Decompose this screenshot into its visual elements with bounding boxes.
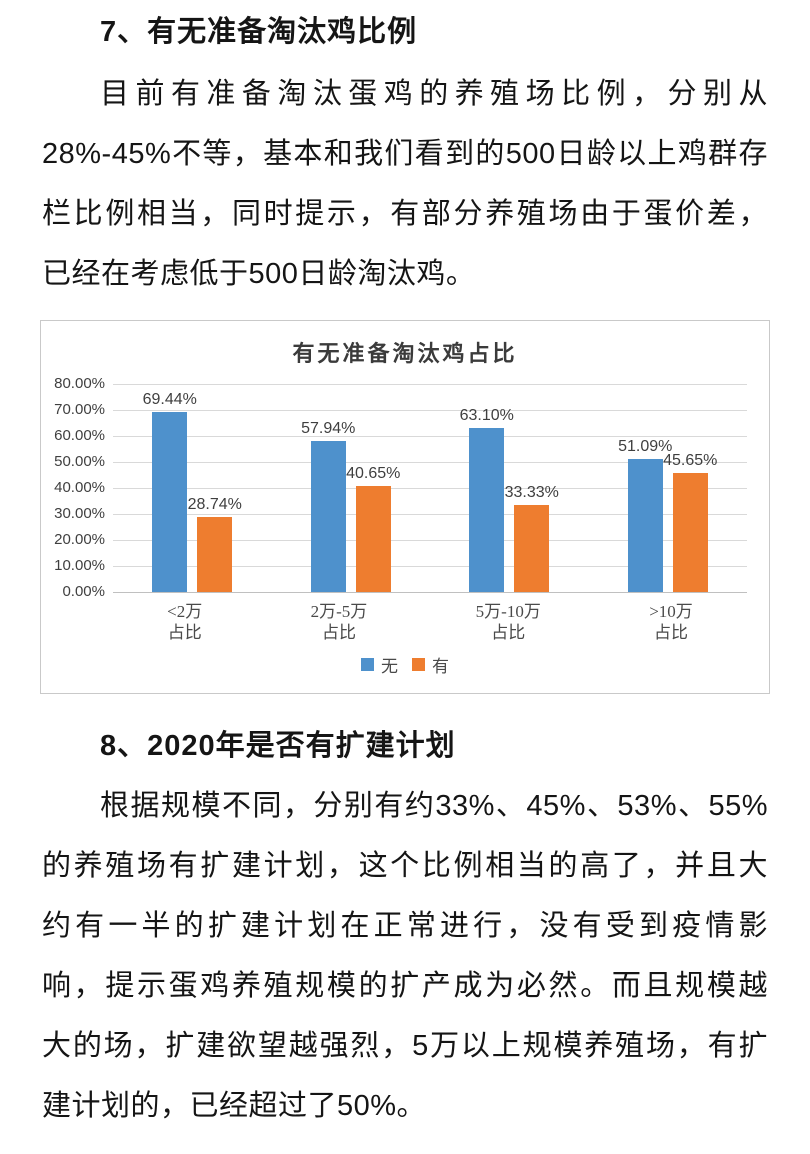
chart-gridline [113, 540, 747, 541]
bar-group: 69.44% 28.74% [143, 391, 242, 592]
chart-legend: 无有 [41, 652, 769, 677]
x-axis-category-label: 5万-10万 占比 [475, 602, 541, 642]
bar-group: 57.94% 40.65% [301, 420, 400, 592]
section8-heading: 8、2020年是否有扩建计划 [100, 730, 456, 762]
bar-无: 57.94% [301, 420, 355, 592]
chart-x-axis-labels: <2万 占比 2万-5万 占比 5万-10万 占比 >10万 占比 [113, 601, 747, 643]
y-axis-tick-label: 80.00% [54, 375, 105, 392]
bar-value-label: 33.33% [504, 484, 559, 502]
x-axis-category-label: <2万 占比 [167, 602, 203, 642]
bar-value-label: 63.10% [459, 406, 514, 424]
y-axis-tick-label: 30.00% [54, 505, 105, 522]
chart-gridline [113, 410, 747, 411]
paragraph-line: 目前有准备淘汰蛋鸡的养殖场比例，分别从 [100, 78, 768, 110]
paragraph-line: 28%-45%不等，基本和我们看到的500日龄以上鸡群存 [42, 138, 768, 170]
bar-value-label: 28.74% [187, 496, 242, 514]
y-axis-tick-label: 50.00% [54, 453, 105, 470]
y-axis-tick-label: 70.00% [54, 401, 105, 418]
y-axis-tick-label: 60.00% [54, 427, 105, 444]
legend-item-有: 有 [412, 652, 449, 677]
x-axis-category-label: >10万 占比 [649, 602, 693, 642]
x-axis-category-label: 2万-5万 占比 [310, 602, 368, 642]
legend-swatch-icon [361, 658, 374, 671]
bar-value-label: 45.65% [663, 452, 718, 470]
bar-有: 33.33% [505, 484, 559, 592]
bar-value-label: 40.65% [346, 465, 401, 483]
chart-bars: 69.44% 28.74% 57.94% 40.65% 63.10% 33.33% 51.0… [113, 384, 747, 592]
paragraph-line: 根据规模不同，分别有约33%、45%、53%、55% [100, 790, 768, 822]
chart-gridline [113, 566, 747, 567]
section7-heading: 7、有无准备淘汰鸡比例 [100, 16, 418, 48]
paragraph-line: 约有一半的扩建计划在正常进行，没有受到疫情影 [42, 910, 768, 942]
y-axis-tick-label: 20.00% [54, 531, 105, 548]
paragraph-line: 已经在考虑低于500日龄淘汰鸡。 [42, 258, 476, 290]
legend-item-无: 无 [361, 652, 398, 677]
paragraph-line: 响，提示蛋鸡养殖规模的扩产成为必然。而且规模越 [42, 970, 768, 1002]
paragraph-line: 的养殖场有扩建计划，这个比例相当的高了，并且大 [42, 850, 768, 882]
bar-value-label: 51.09% [618, 438, 673, 456]
chart-gridline [113, 436, 747, 437]
chart-gridline [113, 514, 747, 515]
bar-有: 28.74% [188, 496, 242, 592]
bar-有: 40.65% [346, 465, 400, 592]
bar-group: 51.09% 45.65% [618, 438, 717, 592]
legend-swatch-icon [412, 658, 425, 671]
bar-chart: 有无准备淘汰鸡占比 80.00% 70.00% 60.00% 50.00% 40.00%… [40, 320, 770, 694]
legend-label: 无 [381, 657, 398, 676]
chart-gridline [113, 384, 747, 385]
chart-gridline [113, 488, 747, 489]
bar-group: 63.10% 33.33% [460, 407, 559, 592]
section8-paragraph: 根据规模不同，分别有约33%、45%、53%、55% 的养殖场有扩建计划，这个比例… [42, 776, 768, 1136]
y-axis-tick-label: 0.00% [62, 583, 105, 600]
chart-gridline [113, 592, 747, 593]
bar-value-label: 57.94% [301, 420, 356, 438]
bar-有: 45.65% [663, 452, 717, 592]
paragraph-line: 大的场，扩建欲望越强烈，5万以上规模养殖场，有扩 [42, 1030, 768, 1062]
legend-label: 有 [432, 657, 449, 676]
y-axis-tick-label: 40.00% [54, 479, 105, 496]
section7-paragraph: 目前有准备淘汰蛋鸡的养殖场比例，分别从 28%-45%不等，基本和我们看到的500… [42, 64, 768, 304]
bar-无: 63.10% [460, 407, 514, 592]
chart-title: 有无准备淘汰鸡占比 [292, 341, 518, 366]
bar-value-label: 69.44% [142, 390, 197, 408]
bar-无: 69.44% [143, 391, 197, 592]
y-axis-tick-label: 10.00% [54, 557, 105, 574]
chart-gridline [113, 462, 747, 463]
paragraph-line: 栏比例相当，同时提示，有部分养殖场由于蛋价差， [42, 198, 768, 230]
paragraph-line: 建计划的，已经超过了50%。 [42, 1090, 427, 1122]
bar-无: 51.09% [618, 438, 672, 592]
